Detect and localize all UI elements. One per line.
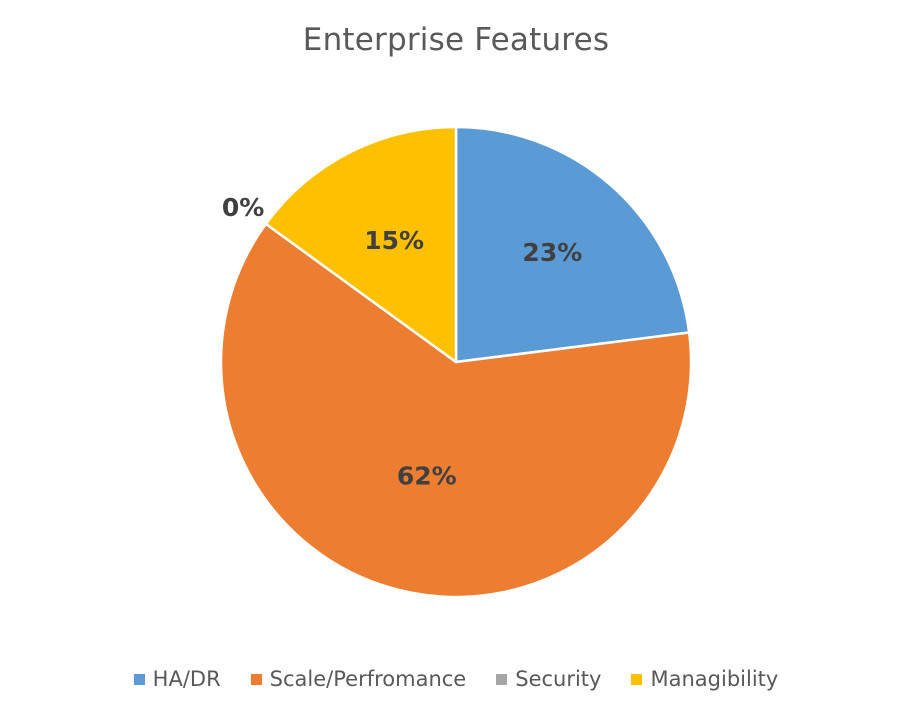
legend-item-managibility: Managibility: [631, 667, 778, 691]
pie-slice-scale-perfromance: [219, 222, 693, 599]
data-label-managibility: 15%: [364, 226, 424, 255]
legend-label-scale-perfromance: Scale/Perfromance: [269, 667, 467, 691]
legend-label-security: Security: [515, 667, 602, 691]
legend-label-managibility: Managibility: [650, 667, 779, 691]
legend-item-scale-perfromance: Scale/Perfromance: [250, 667, 467, 691]
legend-swatch-security: [496, 673, 508, 685]
legend-swatch-scale-perfromance: [250, 673, 262, 685]
chart-legend: HA/DR Scale/Perfromance Security Managibili…: [0, 667, 912, 691]
pie-slice-ha-dr: [454, 125, 691, 364]
data-label-scale-perfromance: 62%: [397, 461, 457, 490]
data-label-ha-dr: 23%: [522, 238, 582, 267]
legend-swatch-managibility: [631, 673, 643, 685]
legend-item-security: Security: [496, 667, 601, 691]
pie-data-labels: 23% 62% 0% 15%: [222, 193, 582, 491]
pie-slice-managibility: [264, 125, 458, 364]
data-label-security: 0%: [222, 193, 264, 222]
legend-label-ha-dr: HA/DR: [152, 667, 221, 691]
legend-item-ha-dr: HA/DR: [133, 667, 221, 691]
pie-slices: [219, 125, 693, 599]
legend-swatch-ha-dr: [133, 673, 145, 685]
chart-title: Enterprise Features: [302, 22, 610, 58]
